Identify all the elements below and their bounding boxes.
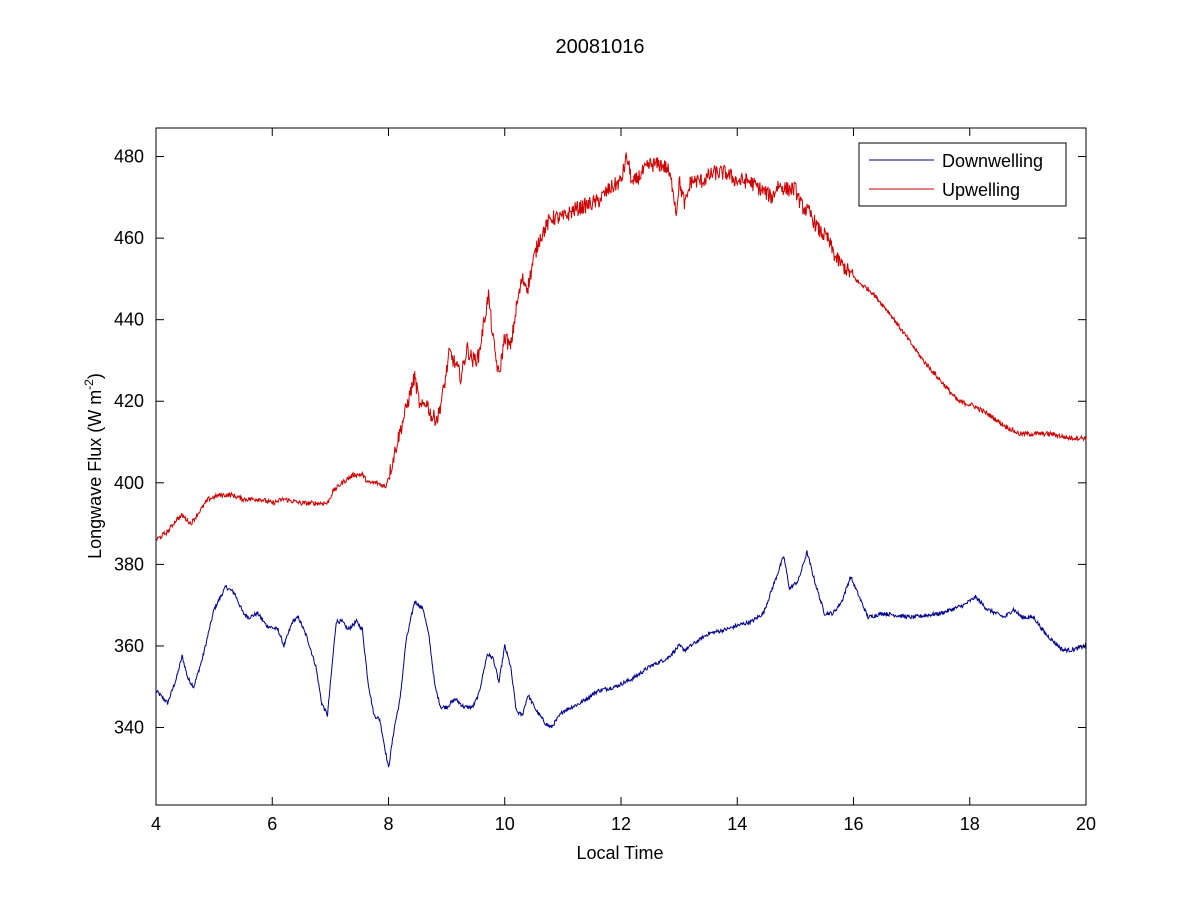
plot-area: 4 6 8 10 12 14 16 18 20 340 360 380 400 420 440 460 480 — [114, 127, 1096, 834]
x-axis-label: Local Time — [576, 843, 663, 863]
x-tick-label: 16 — [843, 814, 863, 834]
x-tick-label: 4 — [151, 814, 161, 834]
axes-frame — [155, 127, 1087, 806]
x-tick-label: 12 — [611, 814, 631, 834]
y-axis-label: Longwave Flux (W m-2) — [82, 373, 105, 559]
y-axis-label-close: ) — [85, 373, 105, 379]
y-tick-label: 460 — [114, 228, 144, 248]
x-tick-label: 6 — [267, 814, 277, 834]
y-tick-label: 440 — [114, 310, 144, 330]
y-tick-label: 400 — [114, 473, 144, 493]
legend: Downwelling Upwelling — [858, 142, 1067, 207]
y-axis-label-main: Longwave Flux (W m — [85, 390, 105, 559]
legend-box — [858, 142, 1067, 207]
y-tick-label: 480 — [114, 147, 144, 167]
y-axis-label-superscript: -2 — [82, 379, 96, 390]
x-tick-label: 18 — [960, 814, 980, 834]
x-tick-label: 8 — [383, 814, 393, 834]
y-tick-label: 420 — [114, 391, 144, 411]
series-layer — [155, 152, 1087, 768]
x-tick-label: 14 — [727, 814, 747, 834]
y-tick-label: 360 — [114, 636, 144, 656]
ticks-layer: 4 6 8 10 12 14 16 18 20 340 360 380 400 420 440 460 480 — [114, 128, 1096, 834]
legend-label-downwelling: Downwelling — [942, 151, 1043, 171]
x-tick-label: 20 — [1076, 814, 1096, 834]
series-line-downwelling — [155, 550, 1087, 768]
chart-title: 20081016 — [556, 36, 645, 58]
series-line-upwelling — [155, 152, 1087, 542]
x-tick-label: 10 — [495, 814, 515, 834]
y-tick-label: 340 — [114, 718, 144, 738]
legend-label-upwelling: Upwelling — [942, 180, 1020, 200]
y-tick-label: 380 — [114, 554, 144, 574]
